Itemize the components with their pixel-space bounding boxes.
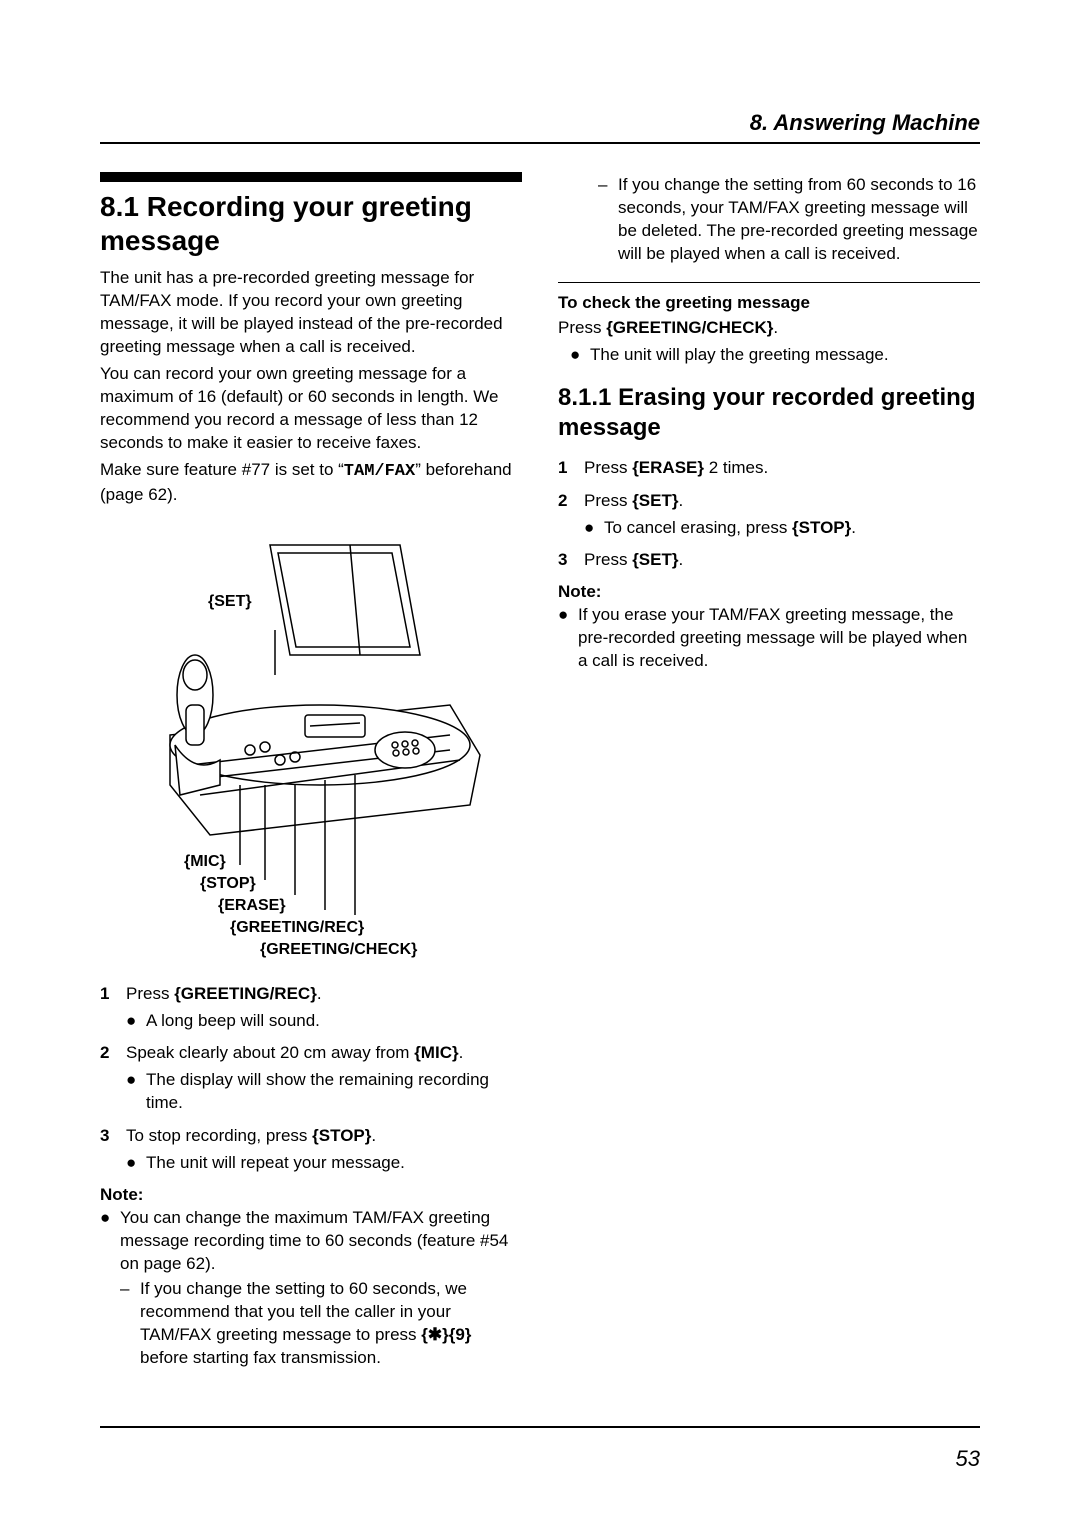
check-heading: To check the greeting message bbox=[558, 293, 980, 313]
section-bar bbox=[100, 172, 522, 182]
page-header: 8. Answering Machine bbox=[100, 110, 980, 144]
erase-step-3: 3 Press {SET}. bbox=[558, 549, 980, 572]
right-column: – If you change the setting from 60 seco… bbox=[558, 172, 980, 1370]
diagram-label-set: {SET} bbox=[208, 593, 252, 611]
diagram-label-gcheck: {GREETING/CHECK} bbox=[260, 941, 417, 959]
note-label: Note: bbox=[558, 582, 980, 602]
content-columns: 8.1 Recording your greeting message The … bbox=[100, 172, 980, 1370]
erase-step-1: 1 Press {ERASE} 2 times. bbox=[558, 457, 980, 480]
step-3: 3 To stop recording, press {STOP}. ●The … bbox=[100, 1125, 522, 1175]
diagram-label-grec: {GREETING/REC} bbox=[230, 919, 364, 937]
check-instruction: Press {GREETING/CHECK}. bbox=[558, 317, 980, 340]
device-diagram: {SET} {MIC} {STOP} {ERASE} {GREETING/REC… bbox=[100, 535, 522, 965]
fax-machine-icon bbox=[100, 535, 520, 915]
page-number: 53 bbox=[956, 1446, 980, 1472]
recording-steps: 1 Press {GREETING/REC}. ●A long beep wil… bbox=[100, 983, 522, 1176]
paragraph: Make sure feature #77 is set to “TAM/FAX… bbox=[100, 459, 522, 507]
er( erasing-steps: 1 Press {ERASE} 2 times. 2 Press {SET}. … bbox=[558, 457, 980, 573]
step-1: 1 Press {GREETING/REC}. ●A long beep wil… bbox=[100, 983, 522, 1033]
continued-note: – If you change the setting from 60 seco… bbox=[598, 174, 980, 266]
step-2: 2 Speak clearly about 20 cm away from {M… bbox=[100, 1042, 522, 1115]
note-label: Note: bbox=[100, 1185, 522, 1205]
paragraph: You can record your own greeting message… bbox=[100, 363, 522, 455]
erase-step-2: 2 Press {SET}. ● To cancel erasing, pres… bbox=[558, 490, 980, 540]
subsection-title: 8.1.1 Erasing your recorded greeting mes… bbox=[558, 383, 980, 443]
left-column: 8.1 Recording your greeting message The … bbox=[100, 172, 522, 1370]
diagram-label-erase: {ERASE} bbox=[218, 897, 286, 915]
footer-rule bbox=[100, 1426, 980, 1428]
diagram-label-mic: {MIC} bbox=[184, 853, 226, 871]
chapter-title: 8. Answering Machine bbox=[750, 110, 980, 135]
paragraph: The unit has a pre-recorded greeting mes… bbox=[100, 267, 522, 359]
divider bbox=[558, 282, 980, 283]
section-title: 8.1 Recording your greeting message bbox=[100, 190, 522, 257]
diagram-label-stop: {STOP} bbox=[200, 875, 256, 893]
